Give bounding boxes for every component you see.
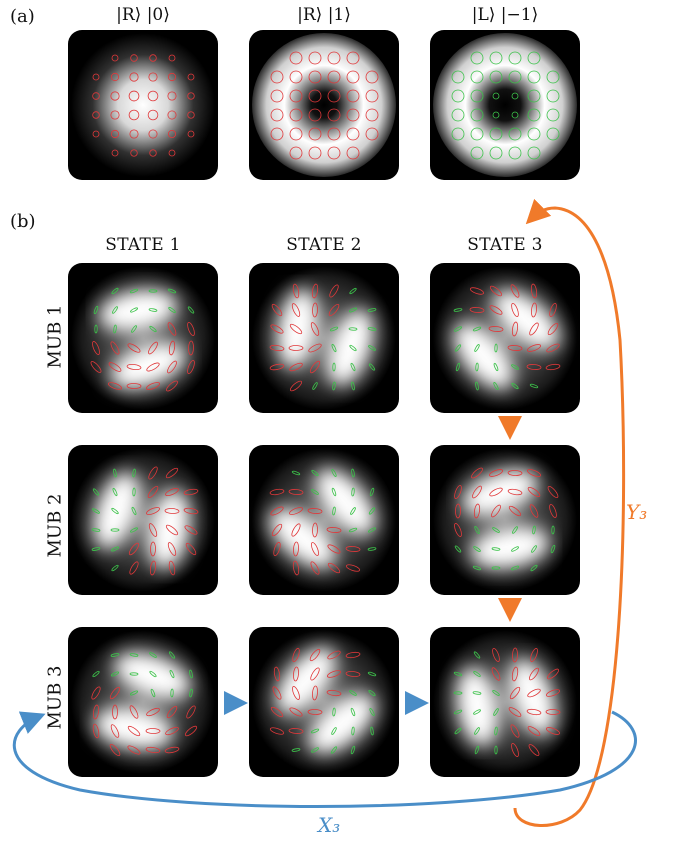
operator-label-y3: Y₃ <box>626 500 648 524</box>
beam-tile-beam-r0 <box>68 30 218 180</box>
row-header-mub-1: MUB 1 <box>44 304 66 369</box>
beam-tile-mub1-state2 <box>249 263 399 413</box>
panel-label-a: (a) <box>10 6 35 27</box>
state-label-r1: |R⟩ |1⟩ <box>297 5 351 25</box>
beam-tile-mub1-state3 <box>430 263 580 413</box>
beam-tile-mub3-state2 <box>249 627 399 777</box>
row-header-mub-3: MUB 3 <box>44 665 66 730</box>
panel-label-b: (b) <box>10 211 36 232</box>
column-header-state-2: STATE 2 <box>286 235 362 255</box>
beam-tile-beam-r1 <box>249 30 399 180</box>
beam-tile-mub2-state2 <box>249 445 399 595</box>
state-label-r0: |R⟩ |0⟩ <box>116 5 170 25</box>
beam-tile-beam-lm1 <box>430 30 580 180</box>
beam-tile-mub2-state1 <box>68 445 218 595</box>
row-header-mub-2: MUB 2 <box>44 493 66 558</box>
beam-tile-mub1-state1 <box>68 263 218 413</box>
beam-tile-mub3-state1 <box>68 627 218 777</box>
column-header-state-3: STATE 3 <box>467 235 543 255</box>
operator-label-x3: X₃ <box>318 813 341 837</box>
beam-tile-mub2-state3 <box>430 445 580 595</box>
beam-tile-mub3-state3 <box>430 627 580 777</box>
column-header-state-1: STATE 1 <box>105 235 181 255</box>
state-label-lm1: |L⟩ |−1⟩ <box>471 5 539 25</box>
